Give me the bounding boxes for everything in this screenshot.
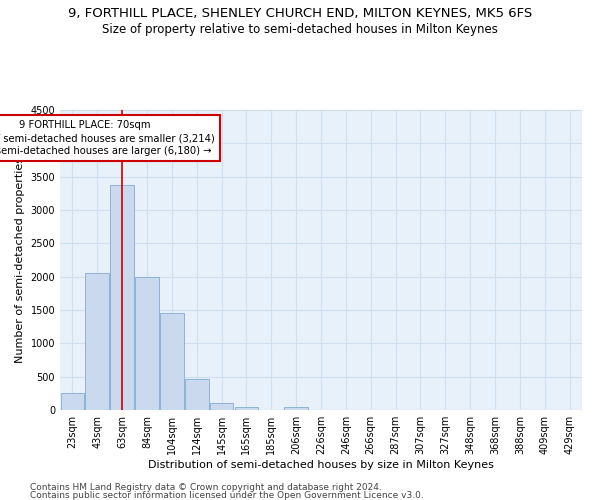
- Text: 9, FORTHILL PLACE, SHENLEY CHURCH END, MILTON KEYNES, MK5 6FS: 9, FORTHILL PLACE, SHENLEY CHURCH END, M…: [68, 8, 532, 20]
- Bar: [135, 276, 159, 410]
- Text: Contains HM Land Registry data © Crown copyright and database right 2024.: Contains HM Land Registry data © Crown c…: [30, 482, 382, 492]
- Bar: [85, 274, 109, 410]
- Text: Size of property relative to semi-detached houses in Milton Keynes: Size of property relative to semi-detach…: [102, 22, 498, 36]
- Text: 9 FORTHILL PLACE: 70sqm
← 33% of semi-detached houses are smaller (3,214)
64% of: 9 FORTHILL PLACE: 70sqm ← 33% of semi-de…: [0, 120, 215, 156]
- Bar: [110, 186, 134, 410]
- Bar: [235, 406, 258, 410]
- Bar: [61, 394, 84, 410]
- X-axis label: Distribution of semi-detached houses by size in Milton Keynes: Distribution of semi-detached houses by …: [148, 460, 494, 470]
- Text: Contains public sector information licensed under the Open Government Licence v3: Contains public sector information licen…: [30, 491, 424, 500]
- Bar: [210, 404, 233, 410]
- Bar: [160, 314, 184, 410]
- Bar: [284, 406, 308, 410]
- Y-axis label: Number of semi-detached properties: Number of semi-detached properties: [15, 157, 25, 363]
- Bar: [185, 378, 209, 410]
